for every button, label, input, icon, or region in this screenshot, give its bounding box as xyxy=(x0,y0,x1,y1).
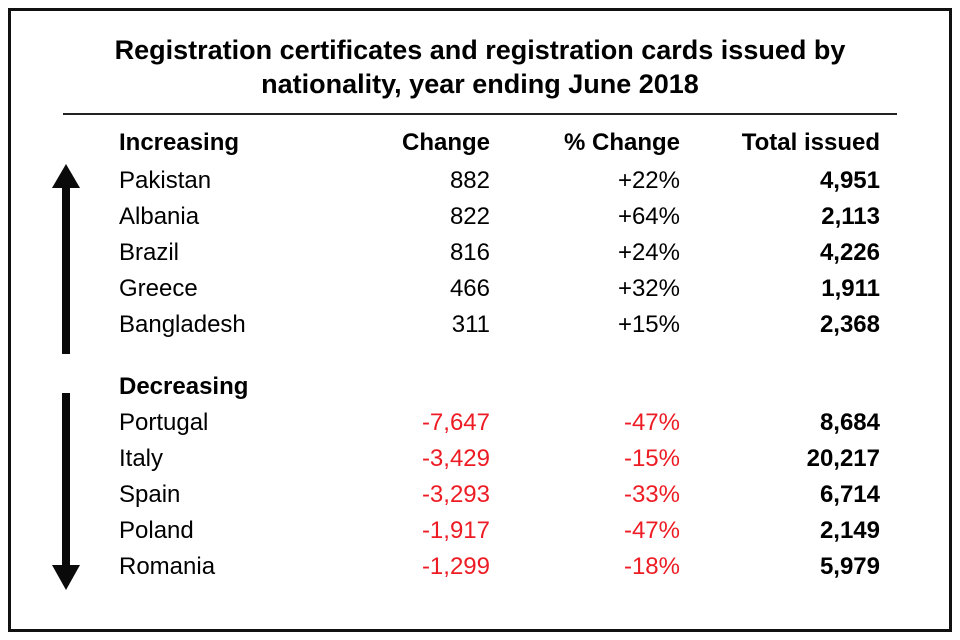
country-cell: Greece xyxy=(119,275,198,302)
pct-change-cell: -15% xyxy=(623,445,680,472)
pct-change-cell: +64% xyxy=(617,203,680,230)
total-cell: 20,217 xyxy=(806,445,880,472)
change-cell: -3,429 xyxy=(421,445,490,472)
change-cell: 466 xyxy=(449,275,490,302)
change-cell: -1,299 xyxy=(421,553,490,580)
header-change: Change xyxy=(401,129,490,156)
title-line-1: Registration certificates and registrati… xyxy=(114,35,846,65)
header-decreasing: Decreasing xyxy=(119,373,249,400)
country-cell: Bangladesh xyxy=(119,311,246,338)
total-cell: 1,911 xyxy=(821,275,880,302)
pct-change-cell: +24% xyxy=(617,239,680,266)
country-cell: Poland xyxy=(119,517,194,544)
total-cell: 4,226 xyxy=(819,239,880,266)
pct-change-cell: +22% xyxy=(617,167,680,194)
pct-change-cell: -33% xyxy=(623,481,680,508)
country-cell: Albania xyxy=(119,203,200,230)
pct-change-cell: +15% xyxy=(617,311,680,338)
change-cell: 816 xyxy=(449,239,490,266)
pct-change-cell: -47% xyxy=(623,409,680,436)
total-cell: 2,149 xyxy=(819,517,880,544)
header-increasing: Increasing xyxy=(119,129,240,156)
country-cell: Romania xyxy=(119,553,216,580)
total-cell: 2,113 xyxy=(821,203,880,230)
country-cell: Italy xyxy=(119,445,164,472)
total-cell: 4,951 xyxy=(819,167,880,194)
country-cell: Pakistan xyxy=(119,167,212,194)
pct-change-cell: -47% xyxy=(623,517,680,544)
country-cell: Portugal xyxy=(119,409,209,436)
pct-change-cell: +32% xyxy=(617,275,680,302)
increasing-arrow-icon xyxy=(52,164,80,354)
change-cell: 882 xyxy=(449,167,490,194)
decreasing-arrow-icon xyxy=(52,393,80,590)
total-cell: 8,684 xyxy=(819,409,880,436)
country-cell: Spain xyxy=(119,481,181,508)
total-cell: 2,368 xyxy=(819,311,880,338)
change-cell: 311 xyxy=(451,311,490,338)
table-area: Increasing Change % Change Total issued … xyxy=(11,123,949,590)
section-spacer xyxy=(119,343,880,369)
title-divider xyxy=(63,113,897,115)
change-cell: -1,917 xyxy=(421,517,490,544)
pct-change-cell: -18% xyxy=(623,553,680,580)
table-title: Registration certificates and registrati… xyxy=(60,33,900,101)
change-cell: -3,293 xyxy=(421,481,490,508)
title-line-2: nationality, year ending June 2018 xyxy=(261,69,699,99)
data-table: Increasing Change % Change Total issued … xyxy=(119,123,880,585)
total-cell: 5,979 xyxy=(819,553,880,580)
header-pct-change: % Change xyxy=(563,129,680,156)
table-frame: Registration certificates and registrati… xyxy=(8,8,952,632)
change-cell: 822 xyxy=(449,203,490,230)
total-cell: 6,714 xyxy=(819,481,880,508)
change-cell: -7,647 xyxy=(421,409,490,436)
header-total-issued: Total issued xyxy=(741,129,880,156)
country-cell: Brazil xyxy=(119,239,180,266)
